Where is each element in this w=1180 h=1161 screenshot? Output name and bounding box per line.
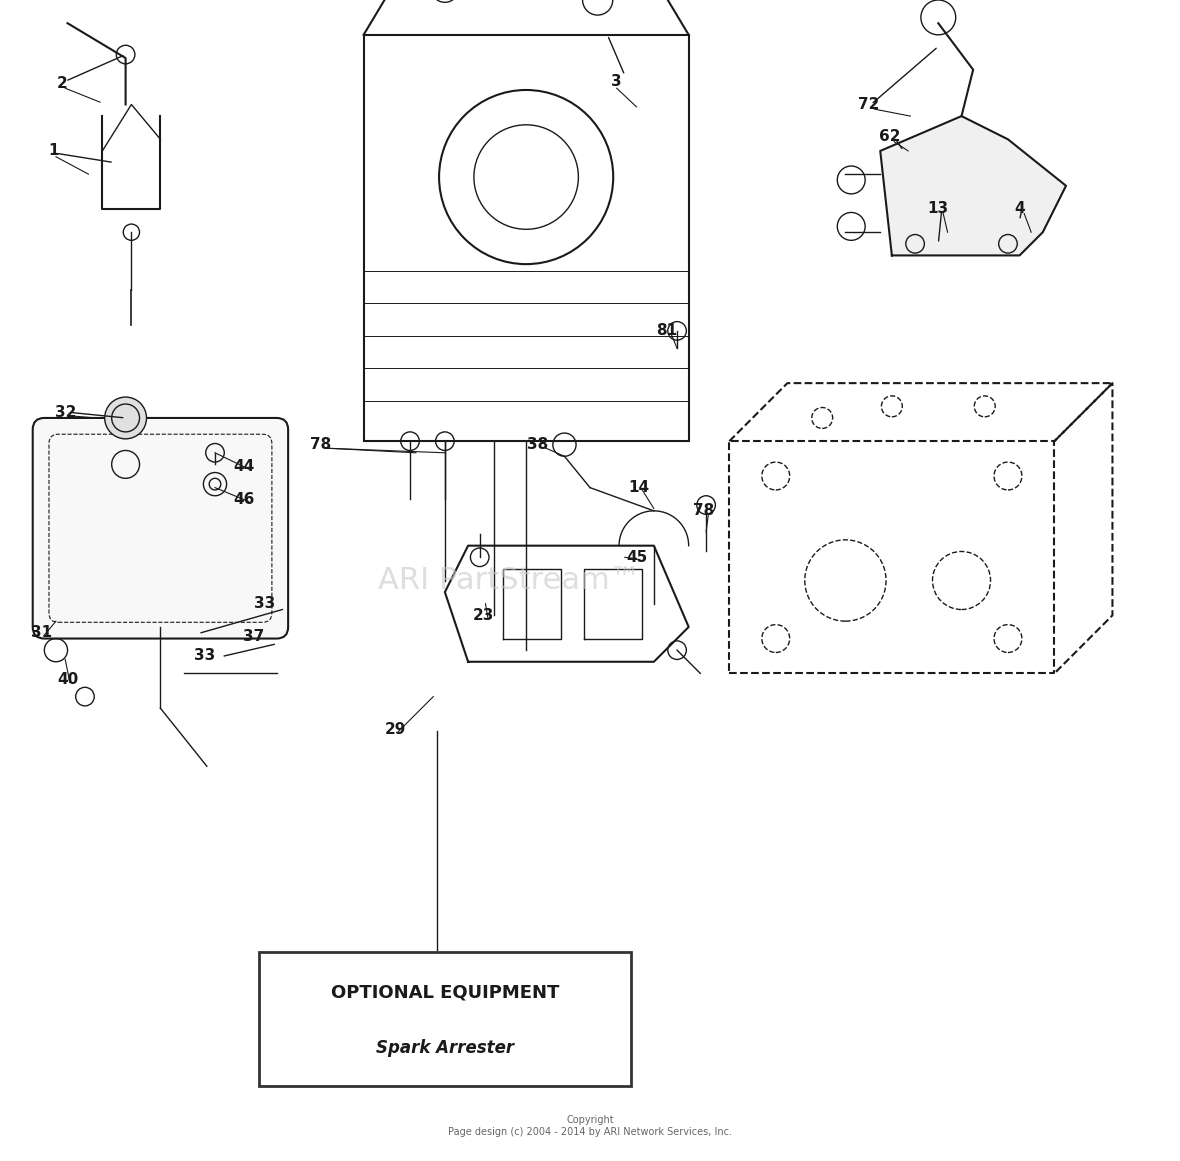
Text: 72: 72 — [858, 98, 879, 111]
Text: 32: 32 — [54, 405, 76, 419]
Text: 13: 13 — [927, 202, 949, 216]
Polygon shape — [880, 116, 1066, 255]
Text: 37: 37 — [243, 629, 264, 643]
Text: 81: 81 — [656, 324, 677, 338]
Text: 78: 78 — [693, 504, 714, 518]
Text: 78: 78 — [310, 438, 332, 452]
Text: 14: 14 — [628, 481, 649, 495]
Text: Spark Arrester: Spark Arrester — [375, 1039, 514, 1058]
Text: 33: 33 — [255, 597, 276, 611]
Text: OPTIONAL EQUIPMENT: OPTIONAL EQUIPMENT — [330, 983, 559, 1001]
Text: 44: 44 — [234, 460, 255, 474]
Text: 62: 62 — [879, 130, 900, 144]
Text: 4: 4 — [1015, 202, 1025, 216]
Text: 38: 38 — [527, 438, 549, 452]
Bar — [260, 952, 630, 1086]
Text: 1: 1 — [48, 144, 59, 158]
Text: Copyright
Page design (c) 2004 - 2014 by ARI Network Services, Inc.: Copyright Page design (c) 2004 - 2014 by… — [448, 1116, 732, 1137]
FancyBboxPatch shape — [33, 418, 288, 639]
Text: 2: 2 — [57, 77, 67, 91]
Text: 46: 46 — [234, 492, 255, 506]
Text: 40: 40 — [57, 672, 78, 686]
Text: 3: 3 — [611, 74, 622, 88]
Text: 45: 45 — [625, 550, 647, 564]
Text: 29: 29 — [385, 722, 406, 736]
Text: ARI PartStream™: ARI PartStream™ — [378, 567, 640, 594]
Text: 33: 33 — [194, 649, 215, 663]
Bar — [363, 35, 689, 441]
Text: 23: 23 — [472, 608, 494, 622]
Text: 31: 31 — [32, 626, 53, 640]
Circle shape — [105, 397, 146, 439]
